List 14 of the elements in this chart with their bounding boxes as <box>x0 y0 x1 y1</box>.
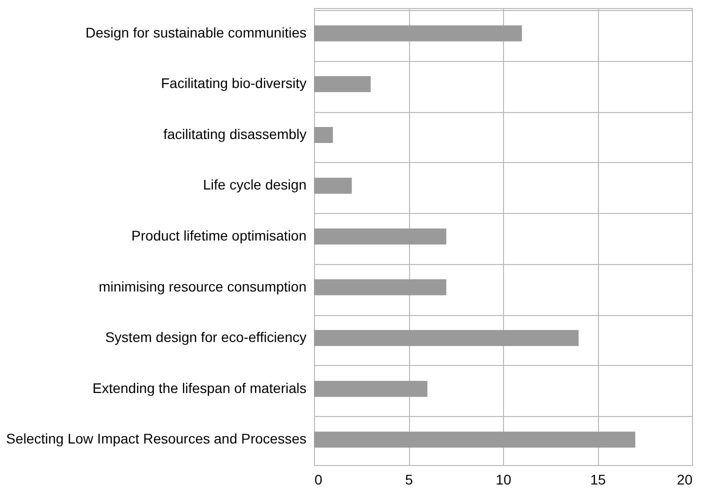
x-tick-label: 5 <box>405 472 414 488</box>
y-tick-label: Product lifetime optimisation <box>131 228 306 244</box>
x-tick-label: 15 <box>590 472 606 488</box>
y-tick-label: facilitating disassembly <box>163 126 306 142</box>
x-tick-label: 10 <box>496 472 512 488</box>
y-tick-label: Selecting Low Impact Resources and Processes <box>6 430 306 447</box>
y-tick-label: Extending the lifespan of materials <box>92 380 306 396</box>
x-tick-label: 20 <box>676 472 693 488</box>
x-tick-label: 0 <box>314 472 322 488</box>
y-tick-label: System design for eco-efficiency <box>105 329 306 346</box>
y-tick-label: minimising resource consumption <box>98 278 306 294</box>
y-tick-label: Design for sustainable communities <box>86 24 306 40</box>
y-tick-label: Facilitating bio-diversity <box>161 75 306 92</box>
y-tick-label: Life cycle design <box>202 176 306 193</box>
